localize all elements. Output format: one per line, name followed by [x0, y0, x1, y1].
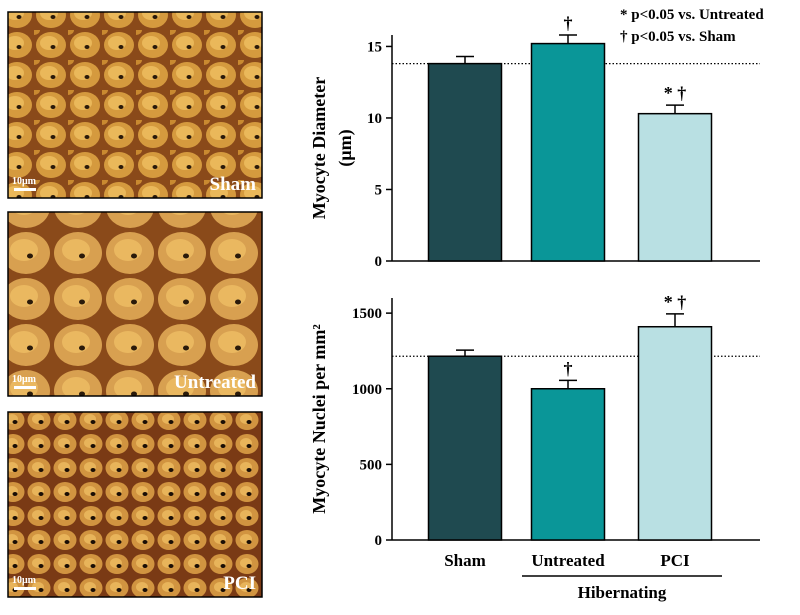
y-axis-label: Myocyte Nuclei per mm² [309, 324, 329, 514]
y-tick-label: 0 [375, 533, 383, 549]
y-axis-label: (μm) [335, 129, 356, 166]
x-tick-label: PCI [660, 551, 690, 570]
scale-label: 10μm [12, 374, 37, 385]
y-tick-label: 5 [375, 182, 383, 198]
bar [530, 42, 606, 262]
significance: * † [664, 292, 687, 312]
y-tick-label: 500 [360, 457, 383, 473]
micrographs: Sham 10μm Untreated 10μm PCI 10μm [7, 11, 263, 598]
x-tick-label: Sham [444, 551, 486, 570]
legend-note: † p<0.05 vs. Sham [620, 29, 736, 45]
group-label: Hibernating [578, 583, 667, 602]
significance: † [564, 358, 573, 378]
x-tick-label: Untreated [531, 551, 605, 570]
bar [637, 325, 713, 541]
y-axis-label: Myocyte Diameter [309, 77, 329, 219]
legend-note: * p<0.05 vs. Untreated [620, 7, 764, 23]
scale-label: 10μm [12, 176, 37, 187]
bar [530, 388, 606, 541]
panel-label: Sham [210, 174, 257, 195]
scale-bar [14, 386, 36, 389]
y-tick-label: 0 [375, 254, 383, 270]
significance: † [564, 13, 573, 33]
panel-label: PCI [223, 573, 256, 594]
bar [427, 62, 503, 262]
bar [637, 112, 713, 262]
y-tick-label: 1500 [352, 306, 382, 322]
y-tick-label: 10 [367, 111, 382, 127]
bar [427, 355, 503, 541]
panel-label: Untreated [174, 372, 256, 393]
scale-label: 10μm [12, 575, 37, 586]
y-tick-label: 1000 [352, 382, 382, 398]
charts: 0 5 10 15 Myocyte Diameter (μm) † * † * p<0.05 v… [309, 7, 764, 602]
micrograph [7, 11, 263, 199]
scale-bar [14, 587, 36, 590]
micrograph [7, 211, 263, 397]
y-tick-label: 15 [367, 39, 382, 55]
scale-bar [14, 188, 36, 191]
micrograph [7, 411, 263, 598]
significance: * † [664, 83, 687, 103]
